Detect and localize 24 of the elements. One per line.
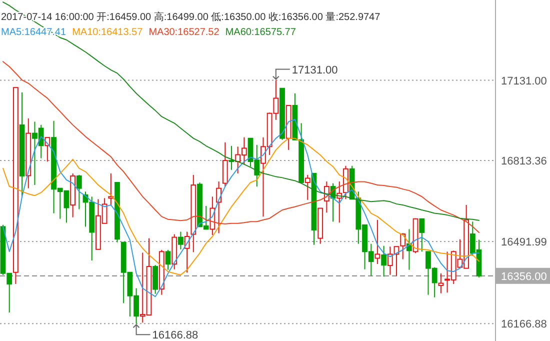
annotation: 17131.00	[292, 64, 338, 76]
text: MA30:16527.52	[148, 27, 220, 38]
ref-line-label: 16356.00	[501, 270, 547, 283]
candlestick	[152, 264, 158, 294]
candlestick	[222, 142, 228, 188]
candlestick	[419, 218, 425, 252]
candlestick	[381, 245, 386, 278]
line-series	[2, 2, 480, 221]
line-series	[2, 61, 480, 233]
candlestick	[165, 249, 171, 270]
candlestick	[438, 272, 444, 294]
y-tick-label: 16491.99	[501, 236, 547, 249]
y-tick-label: 17131.00	[501, 75, 547, 88]
candlestick	[374, 219, 380, 265]
candlestick	[184, 231, 190, 274]
annotation: 16166.88	[152, 330, 198, 341]
candlestick	[228, 145, 234, 170]
candlestick	[178, 231, 184, 250]
text: MA10:16413.57	[72, 27, 144, 38]
candlestick	[304, 174, 310, 200]
candlestick	[76, 174, 82, 210]
y-tick-label: 16166.88	[501, 318, 547, 331]
y-tick-label: 16813.36	[501, 155, 547, 168]
text: MA60:16575.77	[225, 27, 296, 38]
